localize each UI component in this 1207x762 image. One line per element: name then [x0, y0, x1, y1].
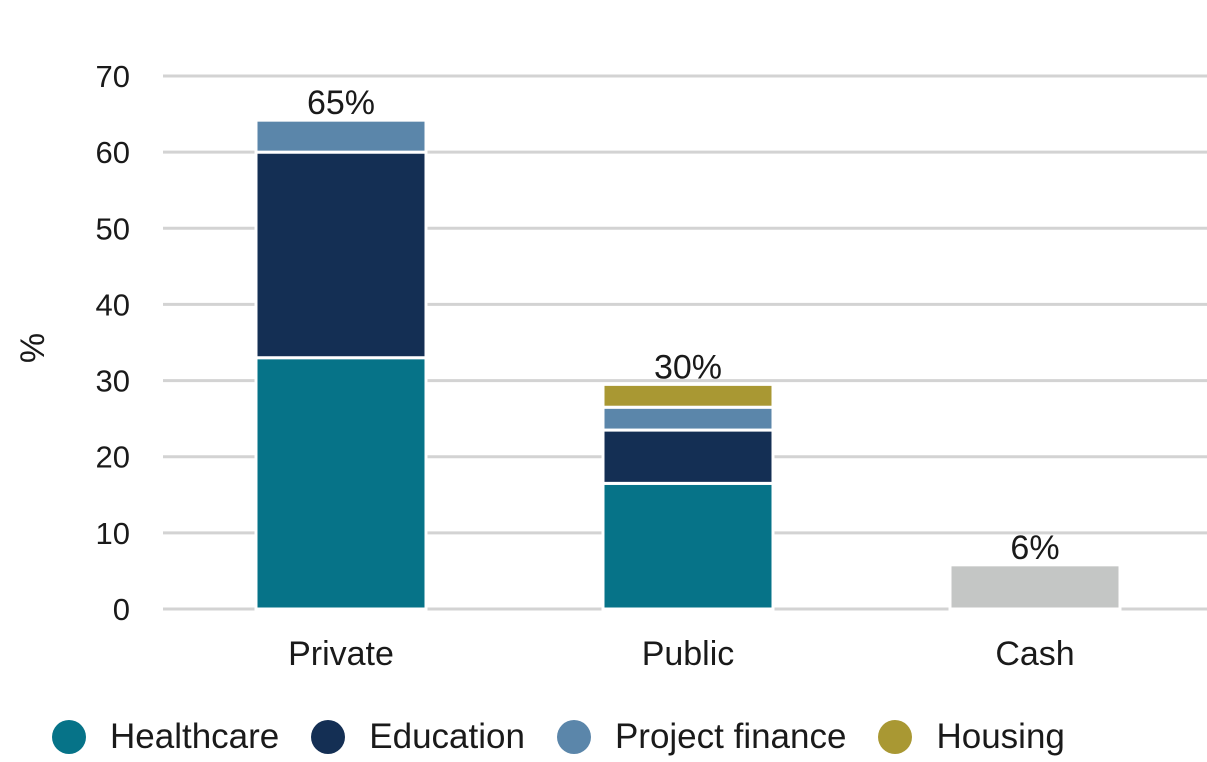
bar-segment-healthcare	[601, 481, 775, 611]
y-tick-label: 0	[113, 592, 130, 627]
total-label: 65%	[307, 84, 375, 122]
bar-segment-housing	[601, 382, 775, 409]
y-tick-label: 30	[96, 364, 130, 399]
legend: Healthcare Education Project finance Housin…	[52, 712, 1097, 762]
legend-label: Project finance	[614, 717, 847, 756]
legend-swatch	[878, 720, 913, 754]
category-labels: Private Public Cash	[288, 635, 1075, 673]
legend-swatch	[52, 720, 86, 754]
bar-segment-education	[254, 150, 428, 360]
bar-segment-project-finance	[601, 405, 775, 432]
y-tick-label: 70	[96, 59, 130, 94]
legend-swatch	[311, 720, 346, 754]
y-tick-label: 40	[96, 287, 130, 322]
y-tick-label: 10	[96, 516, 130, 551]
y-tick-labels: 0 10 20 30 40 50 60 70	[96, 59, 130, 627]
bar-stack-public	[601, 382, 775, 611]
legend-swatch	[556, 720, 591, 754]
bar-segment-education	[601, 428, 775, 485]
category-label: Public	[642, 635, 735, 673]
total-label: 30%	[654, 348, 722, 386]
legend-label: Housing	[936, 717, 1065, 756]
legend-item: Housing	[878, 717, 1065, 757]
bar-segment-healthcare	[254, 356, 428, 611]
bar-stack-private	[254, 118, 428, 611]
y-tick-label: 20	[96, 440, 130, 475]
legend-item: Healthcare	[52, 717, 279, 757]
stacked-bar-chart: 0 10 20 30 40 50 60 70 % 65% 30% 6% Private Public…	[14, 59, 1207, 673]
legend-label: Education	[369, 717, 525, 756]
y-axis-label: %	[14, 333, 52, 363]
bars	[254, 118, 1122, 611]
y-tick-label: 50	[96, 211, 130, 246]
total-labels: 65% 30% 6%	[307, 84, 1060, 567]
legend-item: Project finance	[556, 717, 847, 757]
bar-segment-other	[948, 563, 1122, 611]
total-label: 6%	[1010, 529, 1059, 567]
bar-segment-project-finance	[254, 118, 428, 154]
y-tick-label: 60	[96, 135, 130, 170]
legend-item: Education	[311, 717, 525, 757]
bar-stack-cash	[948, 563, 1122, 611]
legend-label: Healthcare	[110, 717, 280, 756]
category-label: Private	[288, 635, 394, 673]
category-label: Cash	[995, 635, 1074, 673]
